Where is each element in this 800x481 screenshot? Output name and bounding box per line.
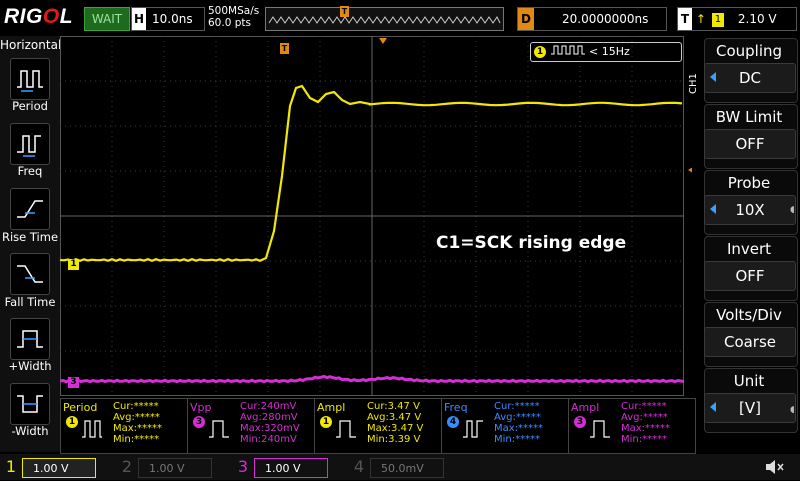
negative-width-icon bbox=[17, 395, 43, 413]
sample-rate-readout: 500MSa/s 60.0 pts bbox=[208, 5, 260, 29]
ch1-trace bbox=[60, 84, 683, 262]
coupling-menu[interactable]: Coupling DC bbox=[704, 42, 796, 93]
trigger-time-marker: T bbox=[280, 43, 289, 54]
ch3-offset-marker[interactable]: 3 bbox=[68, 377, 79, 388]
freq-label: Freq bbox=[17, 164, 43, 178]
invert-menu[interactable]: Invert OFF bbox=[704, 240, 796, 291]
knob-indicator-icon: ◖ bbox=[790, 205, 795, 215]
bw-limit-menu[interactable]: BW Limit OFF bbox=[704, 108, 796, 159]
selector-arrow-icon bbox=[710, 402, 716, 412]
measurement-ampl-ch1[interactable]: Ampl 1 Cur:3.47 V Avg:3.47 V Max:3.47 V Min… bbox=[314, 398, 442, 454]
freq-icon bbox=[463, 420, 483, 438]
rising-edge-icon: ↑ bbox=[695, 12, 706, 26]
ch2-scale[interactable]: 2 1.00 V bbox=[116, 456, 212, 478]
positive-width-icon bbox=[17, 330, 43, 348]
vpp-icon bbox=[209, 420, 229, 438]
fall-time-icon bbox=[17, 265, 43, 283]
fall-time-button[interactable] bbox=[10, 253, 50, 295]
period-icon bbox=[82, 420, 102, 438]
freq-button[interactable] bbox=[10, 123, 50, 165]
delay-box[interactable]: D 20.0000000ns bbox=[517, 7, 667, 31]
brand-logo: RIGOL bbox=[4, 5, 74, 28]
ch3-trace bbox=[60, 374, 684, 384]
measurement-vpp[interactable]: Vpp 3 Cur:240mV Avg:280mV Max:320mV Min:240… bbox=[187, 398, 315, 454]
probe-menu[interactable]: Probe 10X bbox=[704, 174, 796, 225]
selector-arrow-icon bbox=[710, 204, 716, 214]
volts-div-menu[interactable]: Volts/Div Coarse bbox=[704, 306, 796, 357]
horizontal-panel-title: Horizontal bbox=[0, 38, 62, 52]
timebase-box[interactable]: H 10.0ns bbox=[131, 7, 205, 31]
knob-indicator-icon: ◖ bbox=[790, 405, 795, 415]
period-label: Period bbox=[12, 99, 48, 113]
unit-menu[interactable]: Unit [V] bbox=[704, 372, 796, 423]
waveform-display[interactable] bbox=[60, 36, 684, 396]
positive-width-label: +Width bbox=[8, 359, 52, 373]
amplitude-icon bbox=[590, 420, 610, 438]
trigger-position-marker: T bbox=[340, 6, 349, 17]
ch1-menu-tab[interactable]: CH1 bbox=[688, 73, 699, 94]
annotation-label: C1=SCK rising edge bbox=[436, 233, 627, 253]
selector-arrow-icon bbox=[710, 72, 716, 82]
fall-time-label: Fall Time bbox=[4, 295, 56, 309]
measurement-period[interactable]: Period 1 Cur:***** Avg:***** Max:***** Min:… bbox=[60, 398, 188, 454]
freq-icon bbox=[17, 135, 41, 157]
speaker-mute-icon[interactable] bbox=[764, 457, 786, 481]
rise-time-label: Rise Time bbox=[1, 230, 59, 244]
trigger-box[interactable]: T ↑ 1 2.10 V bbox=[677, 7, 797, 31]
ch1-scale[interactable]: 1 1.00 V bbox=[0, 456, 96, 478]
horizontal-panel bbox=[0, 36, 60, 452]
amplitude-icon bbox=[336, 420, 356, 438]
measurement-freq[interactable]: Freq 4 Cur:***** Avg:***** Max:***** Min:**… bbox=[441, 398, 569, 454]
ch1-offset-marker[interactable]: 1 bbox=[68, 259, 79, 270]
graticule bbox=[60, 36, 684, 396]
center-marker-icon bbox=[379, 38, 387, 44]
frequency-counter: 1 < 15Hz bbox=[530, 42, 682, 62]
negative-width-label: -Width bbox=[11, 424, 49, 438]
rise-time-icon bbox=[17, 200, 43, 218]
ch3-scale[interactable]: 3 1.00 V bbox=[232, 456, 328, 478]
memory-waveform bbox=[268, 16, 501, 24]
period-icon bbox=[17, 70, 43, 92]
pulse-icon bbox=[550, 45, 585, 55]
ch4-scale[interactable]: 4 50.0mV bbox=[348, 456, 444, 478]
negative-width-button[interactable] bbox=[10, 383, 50, 425]
measurement-ampl-ch3[interactable]: Ampl 3 Cur:***** Avg:***** Max:***** Min:**… bbox=[568, 398, 696, 454]
run-state-badge[interactable]: WAIT bbox=[84, 7, 130, 31]
positive-width-button[interactable] bbox=[10, 318, 50, 360]
period-button[interactable] bbox=[10, 58, 50, 100]
rise-time-button[interactable] bbox=[10, 188, 50, 230]
memory-overview bbox=[265, 7, 504, 31]
